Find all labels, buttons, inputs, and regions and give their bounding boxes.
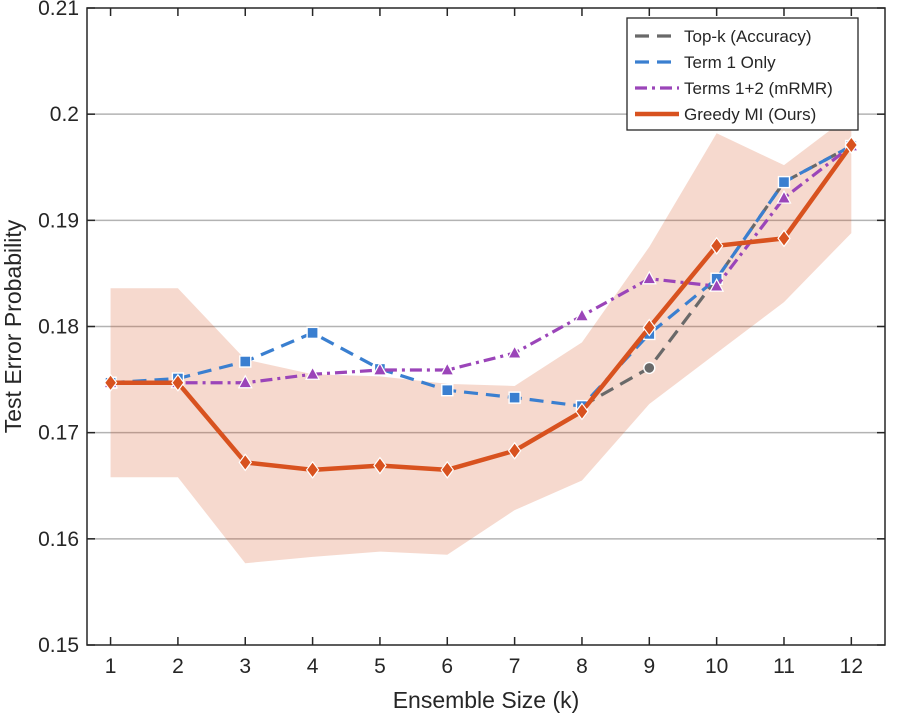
y-tick-label: 0.16 [38,528,79,551]
y-tick-label: 0.19 [38,209,79,232]
x-tick-label: 3 [239,655,251,678]
data-point [508,391,521,404]
data-point [238,453,253,472]
x-tick-label: 4 [307,655,319,678]
data-point [507,441,522,460]
data-point [440,460,455,479]
data-point [373,456,387,475]
data-point [777,229,791,248]
series-line [110,143,854,473]
data-point [103,373,118,392]
data-point [709,277,725,292]
data-point [171,373,185,392]
data-point [305,460,320,479]
x-tick-label: 11 [773,655,795,678]
x-axis-label: Ensemble Size (k) [393,687,580,713]
data-point [709,236,724,255]
data-point [239,355,252,368]
y-tick-label: 0.17 [38,422,79,445]
data-point [372,361,388,376]
y-tick-label: 0.21 [38,0,79,20]
y-tick-label: 0.18 [38,316,79,339]
data-point [643,361,656,375]
x-tick-label: 10 [705,655,728,678]
x-tick-label: 5 [374,655,386,678]
greedy-confidence-band [110,114,852,564]
y-axis-label: Test Error Probability [0,219,26,433]
data-point [441,384,454,397]
data-point [306,326,319,340]
legend-label: Term 1 Only [684,53,776,72]
x-tick-label: 12 [840,655,863,678]
x-tick-label: 9 [643,655,655,678]
data-point [641,270,657,285]
series-3 [103,135,859,479]
data-point [237,374,253,389]
data-point [642,318,657,337]
data-point [844,135,859,154]
x-tick-label: 7 [509,655,521,678]
data-point [574,307,590,322]
x-tick-label: 6 [441,655,453,678]
data-point [776,189,792,204]
data-point [507,344,523,359]
x-tick-label: 1 [105,655,117,678]
y-tick-label: 0.15 [38,634,79,657]
data-point [777,175,791,189]
data-point [575,402,589,421]
legend-label: Terms 1+2 (mRMR) [684,79,833,98]
legend: Top-k (Accuracy) Term 1 Only Terms 1+2 (mR… [626,17,859,131]
legend-label: Top-k (Accuracy) [684,27,812,46]
data-point [305,366,321,380]
x-tick-label: 8 [576,655,588,678]
data-point [439,361,455,376]
x-tick-label: 2 [172,655,184,678]
y-tick-label: 0.2 [50,103,79,126]
legend-label: Greedy MI (Ours) [684,105,816,124]
